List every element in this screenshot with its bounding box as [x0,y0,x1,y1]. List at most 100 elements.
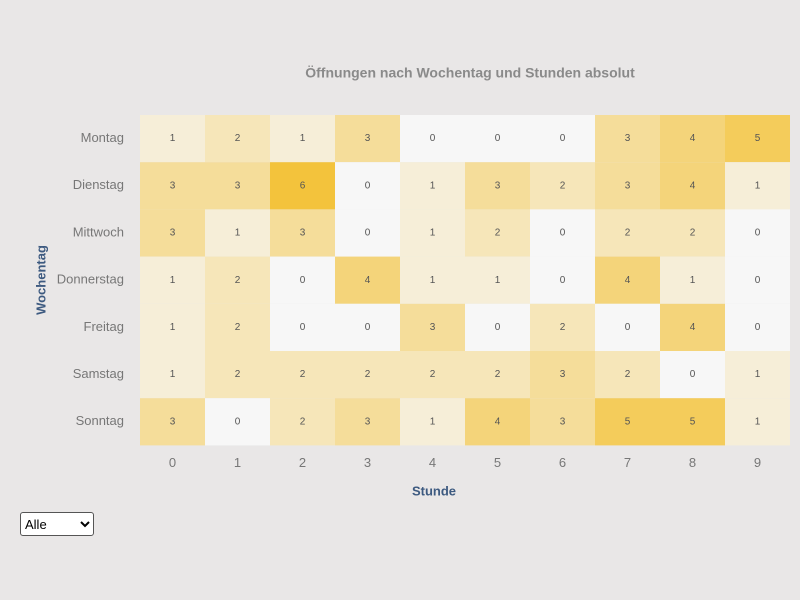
cell-label: 4 [495,416,501,427]
x-tick-label: 0 [169,455,176,470]
cell-label: 0 [495,322,501,333]
heatmap-cell [465,115,530,163]
x-tick-label: 8 [689,455,696,470]
heatmap-cell [140,115,205,163]
cell-label: 5 [755,133,761,144]
cell-label: 3 [365,133,371,144]
cell-label: 2 [625,369,631,380]
cell-label: 0 [625,322,631,333]
cell-label: 0 [300,275,306,286]
x-tick-label: 2 [299,455,306,470]
cell-label: 1 [755,416,761,427]
cell-label: 2 [495,369,501,380]
cell-label: 1 [430,180,436,191]
cell-label: 2 [690,228,696,239]
heatmap-cell [660,303,725,351]
heatmap-cell [530,256,595,304]
heatmap-cell [595,162,660,210]
heatmap-cell [465,303,530,351]
heatmap-cell [660,398,725,446]
heatmap-cell [725,162,790,210]
cell-label: 2 [235,133,241,144]
heatmap-cell [530,303,595,351]
cell-label: 3 [300,228,306,239]
x-tick-label: 7 [624,455,631,470]
heatmap-cell [660,209,725,257]
heatmap-cell [660,256,725,304]
heatmap-cell [400,303,465,351]
heatmap-cell [335,115,400,163]
cell-label: 3 [170,416,176,427]
heatmap-cell [465,209,530,257]
heatmap-cell [335,162,400,210]
heatmap-cell [660,162,725,210]
heatmap-cell [335,351,400,399]
cell-label: 2 [560,322,566,333]
heatmap-cell [270,209,335,257]
cell-label: 3 [495,180,501,191]
cell-label: 1 [755,180,761,191]
x-tick-label: 5 [494,455,501,470]
cell-label: 3 [170,180,176,191]
heatmap-cell [335,303,400,351]
cell-label: 0 [430,133,436,144]
y-tick-label: Donnerstag [57,272,124,287]
heatmap-cell [660,351,725,399]
cell-label: 1 [495,275,501,286]
cell-label: 0 [495,133,501,144]
heatmap-cell [400,115,465,163]
cell-label: 1 [430,275,436,286]
cell-label: 1 [170,133,176,144]
y-tick-label: Freitag [84,319,124,334]
cell-label: 1 [170,322,176,333]
heatmap-cell [205,398,270,446]
cell-label: 3 [625,133,631,144]
cell-label: 2 [495,228,501,239]
heatmap-cell [140,162,205,210]
heatmap-cell [725,209,790,257]
heatmap-cell [595,303,660,351]
heatmap-cell [400,209,465,257]
cell-label: 1 [430,416,436,427]
y-tick-label: Dienstag [73,177,124,192]
heatmap-cell [530,398,595,446]
chart-title: Öffnungen nach Wochentag und Stunden abs… [305,65,635,81]
heatmap-cell [530,162,595,210]
heatmap-cell [400,256,465,304]
cell-label: 2 [235,369,241,380]
heatmap-cell [725,351,790,399]
heatmap-cell [205,162,270,210]
heatmap-cell [595,398,660,446]
x-tick-label: 4 [429,455,436,470]
heatmap-cell [270,256,335,304]
heatmap-cell [400,162,465,210]
cell-label: 3 [625,180,631,191]
cell-label: 1 [430,228,436,239]
heatmap-cell [725,256,790,304]
heatmap-cell [205,115,270,163]
heatmap-cell [270,303,335,351]
heatmap-cell [140,303,205,351]
heatmap-cell [465,398,530,446]
cell-label: 2 [235,322,241,333]
heatmap-cell [725,398,790,446]
cell-label: 0 [755,322,761,333]
cell-label: 0 [560,133,566,144]
heatmap-cell [270,115,335,163]
heatmap-cell [660,115,725,163]
x-tick-label: 3 [364,455,371,470]
heatmap-cell [335,398,400,446]
cell-label: 4 [690,180,696,191]
y-tick-label: Samstag [73,366,124,381]
heatmap-cell [595,256,660,304]
heatmap-cell [140,398,205,446]
cell-label: 0 [560,275,566,286]
filter-select[interactable]: Alle [20,512,94,536]
heatmap-cell [465,256,530,304]
y-tick-label: Mittwoch [73,224,124,239]
cell-label: 3 [430,322,436,333]
heatmap-cell [270,162,335,210]
x-tick-label: 6 [559,455,566,470]
